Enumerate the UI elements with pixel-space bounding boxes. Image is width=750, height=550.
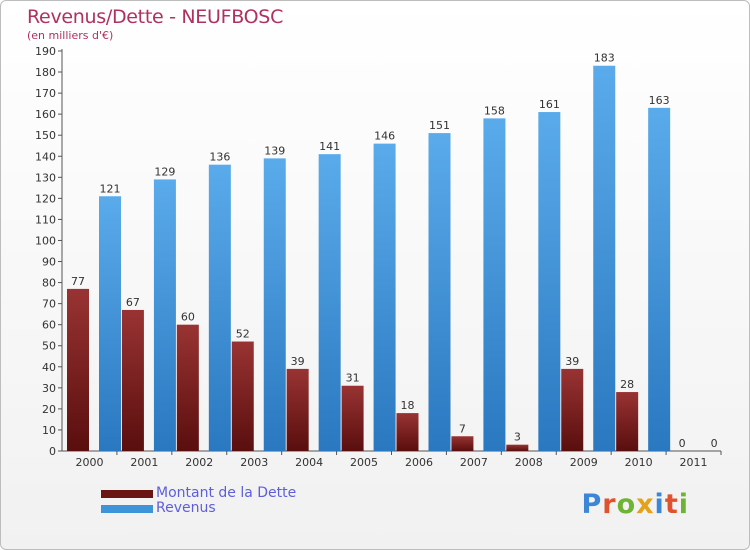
y-tick-label: 50: [42, 340, 56, 353]
debt-value-label: 39: [291, 355, 305, 368]
y-tick-label: 160: [35, 108, 56, 121]
y-tick-label: 70: [42, 298, 56, 311]
logo-letter: P: [581, 489, 603, 520]
revenue-value-label: 151: [429, 119, 450, 132]
debt-value-label: 31: [346, 372, 360, 385]
debt-value-label: 28: [620, 378, 634, 391]
x-tick-label: 2004: [295, 456, 323, 469]
revenue-value-label: 136: [209, 151, 230, 164]
debt-value-label: 77: [71, 275, 85, 288]
x-tick-label: 2008: [515, 456, 543, 469]
revenue-value-label: 163: [649, 94, 670, 107]
x-tick-label: 2011: [680, 456, 708, 469]
x-tick-label: 2005: [350, 456, 378, 469]
revenue-bar: [373, 143, 396, 451]
logo-letter: i: [678, 489, 689, 520]
debt-bar: [176, 324, 199, 451]
y-tick-label: 30: [42, 382, 56, 395]
revenue-bar: [648, 107, 671, 451]
chart-subtitle: (en milliers d'€): [27, 29, 114, 42]
revenue-value-label: 141: [319, 140, 340, 153]
revenue-value-label: 129: [154, 165, 175, 178]
y-tick-label: 20: [42, 403, 56, 416]
revenue-value-label: 146: [374, 130, 395, 143]
x-tick-label: 2003: [240, 456, 268, 469]
revenue-value-label: 139: [264, 144, 285, 157]
revenue-value-label: 161: [539, 98, 560, 111]
y-tick-label: 110: [35, 213, 56, 226]
x-tick-label: 2000: [75, 456, 103, 469]
revenue-bar: [428, 133, 451, 451]
y-tick-label: 150: [35, 129, 56, 142]
legend-label-debt: Montant de la Dette: [156, 485, 297, 501]
revenue-value-label: 121: [100, 182, 121, 195]
logo-letter: r: [602, 489, 617, 520]
y-tick-label: 10: [42, 424, 56, 437]
debt-bar: [616, 392, 639, 451]
revenue-bar: [483, 118, 506, 452]
logo-letter: o: [616, 489, 637, 520]
y-tick-label: 90: [42, 256, 56, 269]
debt-bar: [561, 368, 584, 451]
debt-bar: [286, 368, 309, 451]
debt-bar: [506, 444, 529, 451]
chart-title: Revenus/Dette - NEUFBOSC: [27, 6, 284, 28]
revenue-value-label: 0: [711, 437, 718, 450]
y-tick-label: 40: [42, 361, 56, 374]
legend-label-revenue: Revenus: [156, 500, 216, 516]
y-tick-label: 0: [49, 445, 56, 458]
debt-value-label: 3: [514, 431, 521, 444]
y-tick-label: 120: [35, 192, 56, 205]
y-tick-label: 170: [35, 87, 56, 100]
proxiti-logo: Proxiti: [581, 489, 689, 520]
y-tick-label: 140: [35, 150, 56, 163]
revenue-bar: [318, 154, 341, 451]
debt-bar: [341, 385, 364, 451]
debt-value-label: 52: [236, 328, 250, 341]
revenue-bar: [263, 158, 286, 452]
x-tick-label: 2007: [460, 456, 488, 469]
y-tick-label: 60: [42, 319, 56, 332]
revenue-value-label: 158: [484, 104, 505, 117]
x-tick-label: 2009: [570, 456, 598, 469]
logo-letter: x: [636, 489, 655, 520]
revenue-bar: [208, 164, 231, 451]
x-tick-label: 2010: [625, 456, 653, 469]
y-tick-label: 130: [35, 171, 56, 184]
revenue-bar: [99, 196, 121, 451]
y-tick-label: 100: [35, 234, 56, 247]
debt-value-label: 0: [679, 437, 686, 450]
revenue-bar: [538, 112, 561, 451]
debt-value-label: 39: [565, 355, 579, 368]
y-tick-label: 180: [35, 66, 56, 79]
debt-bar: [451, 436, 474, 451]
legend-swatch-revenue: [101, 505, 153, 513]
debt-bar: [231, 341, 254, 451]
revenue-bar: [593, 65, 616, 451]
revenue-bar: [153, 179, 176, 451]
revenue-value-label: 183: [594, 52, 615, 65]
debt-value-label: 67: [126, 296, 140, 309]
debt-value-label: 18: [401, 399, 415, 412]
logo-letter: i: [654, 489, 665, 520]
x-tick-label: 2001: [130, 456, 158, 469]
x-tick-label: 2006: [405, 456, 433, 469]
debt-value-label: 60: [181, 311, 195, 324]
debt-bar: [396, 413, 419, 451]
debt-bar: [67, 288, 89, 451]
x-tick-label: 2002: [185, 456, 213, 469]
y-tick-label: 80: [42, 277, 56, 290]
logo-letter: t: [664, 489, 679, 520]
debt-bar: [121, 309, 144, 451]
y-tick-label: 190: [35, 45, 56, 58]
debt-value-label: 7: [459, 422, 466, 435]
legend-swatch-debt: [101, 490, 153, 498]
